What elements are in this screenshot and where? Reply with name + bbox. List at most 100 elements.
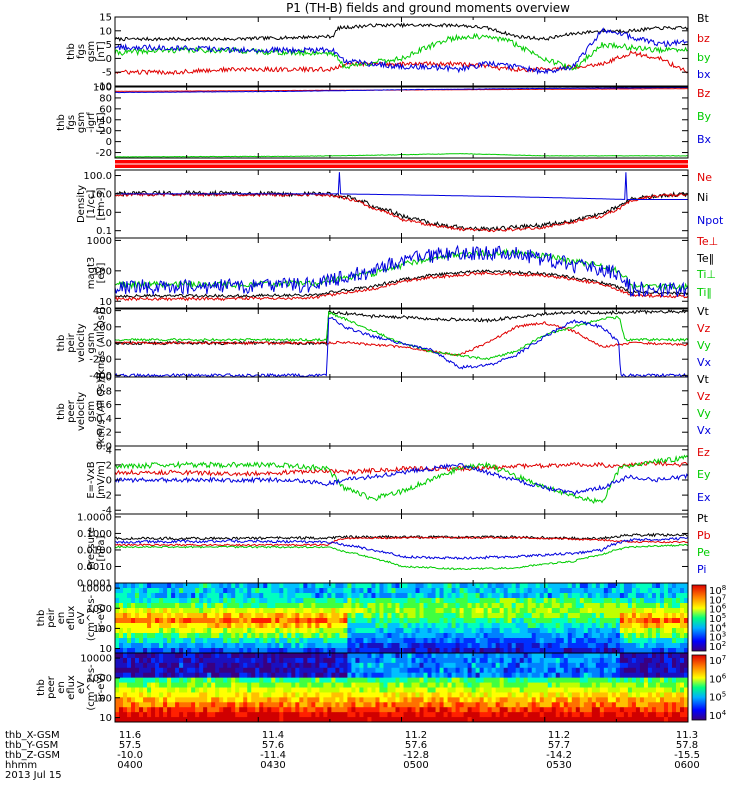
- spectrogram-cell: [399, 677, 404, 683]
- spectrogram-cell: [247, 682, 252, 688]
- spectrogram-cell: [387, 657, 392, 664]
- spectrogram-cell: [611, 603, 617, 609]
- spectrogram-cell: [667, 672, 673, 679]
- spectrogram-cell: [147, 633, 152, 639]
- y-axis-label: [km/s (All Qs)]: [96, 376, 107, 448]
- spectrogram-cell: [411, 598, 416, 604]
- spectrogram-cell: [279, 692, 284, 698]
- spectrogram-cell: [351, 608, 356, 614]
- spectrogram-cell: [555, 613, 561, 619]
- spectrogram-cell: [243, 648, 248, 654]
- spectrogram-cell: [487, 672, 493, 679]
- spectrogram-cell: [335, 588, 340, 594]
- spectrogram-cell: [391, 682, 396, 688]
- spectrogram-cell: [667, 692, 673, 698]
- spectrogram-cell: [351, 692, 356, 698]
- spectrogram-cell: [607, 593, 613, 599]
- spectrogram-cell: [167, 613, 172, 619]
- spectrogram-cell: [623, 633, 629, 639]
- spectrogram-cell: [123, 672, 128, 679]
- spectrogram-cell: [555, 588, 561, 594]
- spectrogram-cell: [531, 697, 537, 703]
- spectrogram-cell: [267, 648, 272, 654]
- y-tick-label: 1000: [87, 604, 112, 615]
- spectrogram-cell: [351, 638, 356, 644]
- spectrogram-cell: [463, 717, 469, 723]
- spectrogram-cell: [455, 702, 460, 708]
- spectrogram-cell: [163, 643, 168, 649]
- spectrogram-cell: [339, 603, 344, 609]
- spectrogram-cell: [187, 588, 192, 594]
- spectrogram-cell: [631, 648, 637, 654]
- spectrogram-cell: [407, 628, 412, 634]
- spectrogram-cell: [415, 618, 420, 624]
- spectrogram-cell: [283, 608, 288, 614]
- spectrogram-cell: [643, 712, 649, 718]
- spectrogram-cell: [127, 692, 132, 698]
- spectrogram-cell: [399, 692, 404, 698]
- spectrogram-cell: [255, 608, 260, 614]
- spectrogram-cell: [231, 653, 236, 659]
- spectrogram-cell: [235, 692, 240, 698]
- y-axis-label: velocity: [76, 323, 87, 362]
- spectrogram-cell: [679, 687, 685, 693]
- spectrogram-cell: [655, 677, 661, 683]
- spectrogram-cell: [351, 662, 356, 669]
- spectrogram-cell: [475, 672, 481, 679]
- spectrogram-cell: [179, 613, 184, 619]
- spectrogram-cell: [339, 717, 344, 723]
- spectrogram-cell: [427, 633, 432, 639]
- spectrogram-cell: [131, 638, 136, 644]
- spectrogram-cell: [671, 598, 677, 604]
- spectrogram-cell: [387, 613, 392, 619]
- spectrogram-cell: [151, 682, 156, 688]
- spectrogram-cell: [595, 672, 601, 679]
- spectrogram-cell: [639, 613, 645, 619]
- spectrogram-cell: [283, 667, 288, 674]
- spectrogram-cell: [551, 712, 557, 718]
- spectrogram-cell: [119, 603, 124, 609]
- spectrogram-cell: [207, 657, 212, 664]
- spectrogram-cell: [407, 692, 412, 698]
- spectrogram-cell: [427, 583, 432, 589]
- spectrogram-cell: [523, 613, 529, 619]
- spectrogram-cell: [663, 662, 669, 669]
- spectrogram-cell: [479, 643, 485, 649]
- spectrogram-cell: [179, 662, 184, 669]
- spectrogram-cell: [191, 643, 196, 649]
- spectrogram-cell: [555, 633, 561, 639]
- spectrogram-cell: [283, 598, 288, 604]
- spectrogram-cell: [667, 702, 673, 708]
- spectrogram-cell: [367, 648, 372, 654]
- spectrogram-cell: [435, 613, 440, 619]
- spectrogram-cell: [415, 712, 420, 718]
- spectrogram-cell: [659, 643, 665, 649]
- spectrogram-cell: [311, 618, 316, 624]
- spectrogram-cell: [407, 717, 412, 723]
- spectrogram-cell: [423, 687, 428, 693]
- spectrogram-cell: [115, 583, 120, 589]
- spectrogram-cell: [247, 657, 252, 664]
- spectrogram-cell: [135, 712, 140, 718]
- legend-label: Pe: [697, 546, 710, 559]
- spectrogram-cell: [659, 648, 665, 654]
- spectrogram-cell: [339, 677, 344, 683]
- spectrogram-cell: [663, 657, 669, 664]
- spectrogram-cell: [667, 643, 673, 649]
- spectrogram-cell: [303, 677, 308, 683]
- spectrogram-cell: [495, 623, 501, 629]
- series-group: [115, 22, 688, 76]
- spectrogram-cell: [471, 687, 477, 693]
- spectrogram-cell: [643, 657, 649, 664]
- spectrogram-cell: [323, 623, 328, 629]
- spectrogram-cell: [191, 677, 196, 683]
- spectrogram-cell: [419, 588, 424, 594]
- spectrogram-cell: [539, 593, 545, 599]
- spectrogram-cell: [391, 692, 396, 698]
- y-axis-label: [1/cc]: [86, 190, 97, 219]
- spectrogram-cell: [431, 588, 436, 594]
- spectrogram-cell: [407, 662, 412, 669]
- spectrogram-cell: [495, 667, 501, 674]
- spectrogram-cell: [239, 633, 244, 639]
